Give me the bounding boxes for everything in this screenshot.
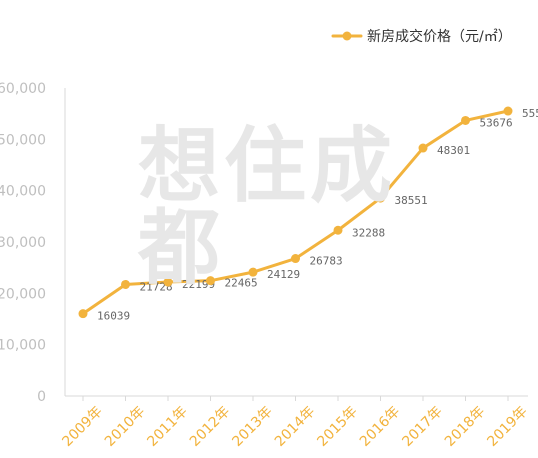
data-point bbox=[291, 254, 300, 264]
data-label: 32288 bbox=[352, 226, 385, 239]
data-label: 22465 bbox=[225, 277, 258, 290]
data-point bbox=[78, 309, 88, 319]
x-tick-label: 2016年 bbox=[357, 404, 403, 450]
x-tick-label: 2018年 bbox=[442, 404, 488, 450]
data-label: 55517 bbox=[522, 107, 538, 120]
data-label: 24129 bbox=[267, 268, 300, 281]
x-tick-label: 2014年 bbox=[272, 404, 318, 450]
x-tick-label: 2019年 bbox=[484, 404, 530, 450]
y-tick-label: 20,000 bbox=[0, 286, 46, 302]
data-point bbox=[418, 143, 428, 153]
data-point bbox=[503, 106, 513, 116]
data-point bbox=[163, 277, 173, 287]
data-label: 53676 bbox=[480, 116, 513, 129]
x-tick-label: 2017年 bbox=[399, 404, 445, 450]
x-tick-label: 2010年 bbox=[102, 404, 148, 450]
data-point bbox=[248, 267, 258, 277]
data-point bbox=[121, 279, 130, 289]
data-label: 16039 bbox=[97, 310, 130, 323]
legend-label: 新房成交价格（元/㎡） bbox=[367, 28, 512, 45]
y-tick-label: 0 bbox=[37, 389, 46, 405]
data-label: 26783 bbox=[310, 255, 343, 268]
data-label: 38551 bbox=[395, 194, 428, 207]
y-tick-label: 60,000 bbox=[0, 81, 46, 97]
y-tick-label: 50,000 bbox=[0, 132, 46, 148]
legend-marker bbox=[342, 31, 352, 41]
data-label: 48301 bbox=[437, 144, 470, 157]
x-tick-label: 2012年 bbox=[187, 404, 233, 450]
x-tick-label: 2013年 bbox=[229, 404, 275, 450]
data-point bbox=[206, 276, 215, 286]
data-point bbox=[461, 115, 470, 125]
y-tick-label: 10,000 bbox=[0, 338, 46, 354]
x-tick-label: 2009年 bbox=[59, 404, 105, 450]
x-tick-label: 2011年 bbox=[144, 404, 190, 450]
y-tick-label: 40,000 bbox=[0, 184, 46, 200]
data-point bbox=[333, 225, 343, 235]
y-tick-label: 30,000 bbox=[0, 235, 46, 251]
x-tick-label: 2015年 bbox=[314, 404, 360, 450]
data-point bbox=[376, 193, 385, 203]
